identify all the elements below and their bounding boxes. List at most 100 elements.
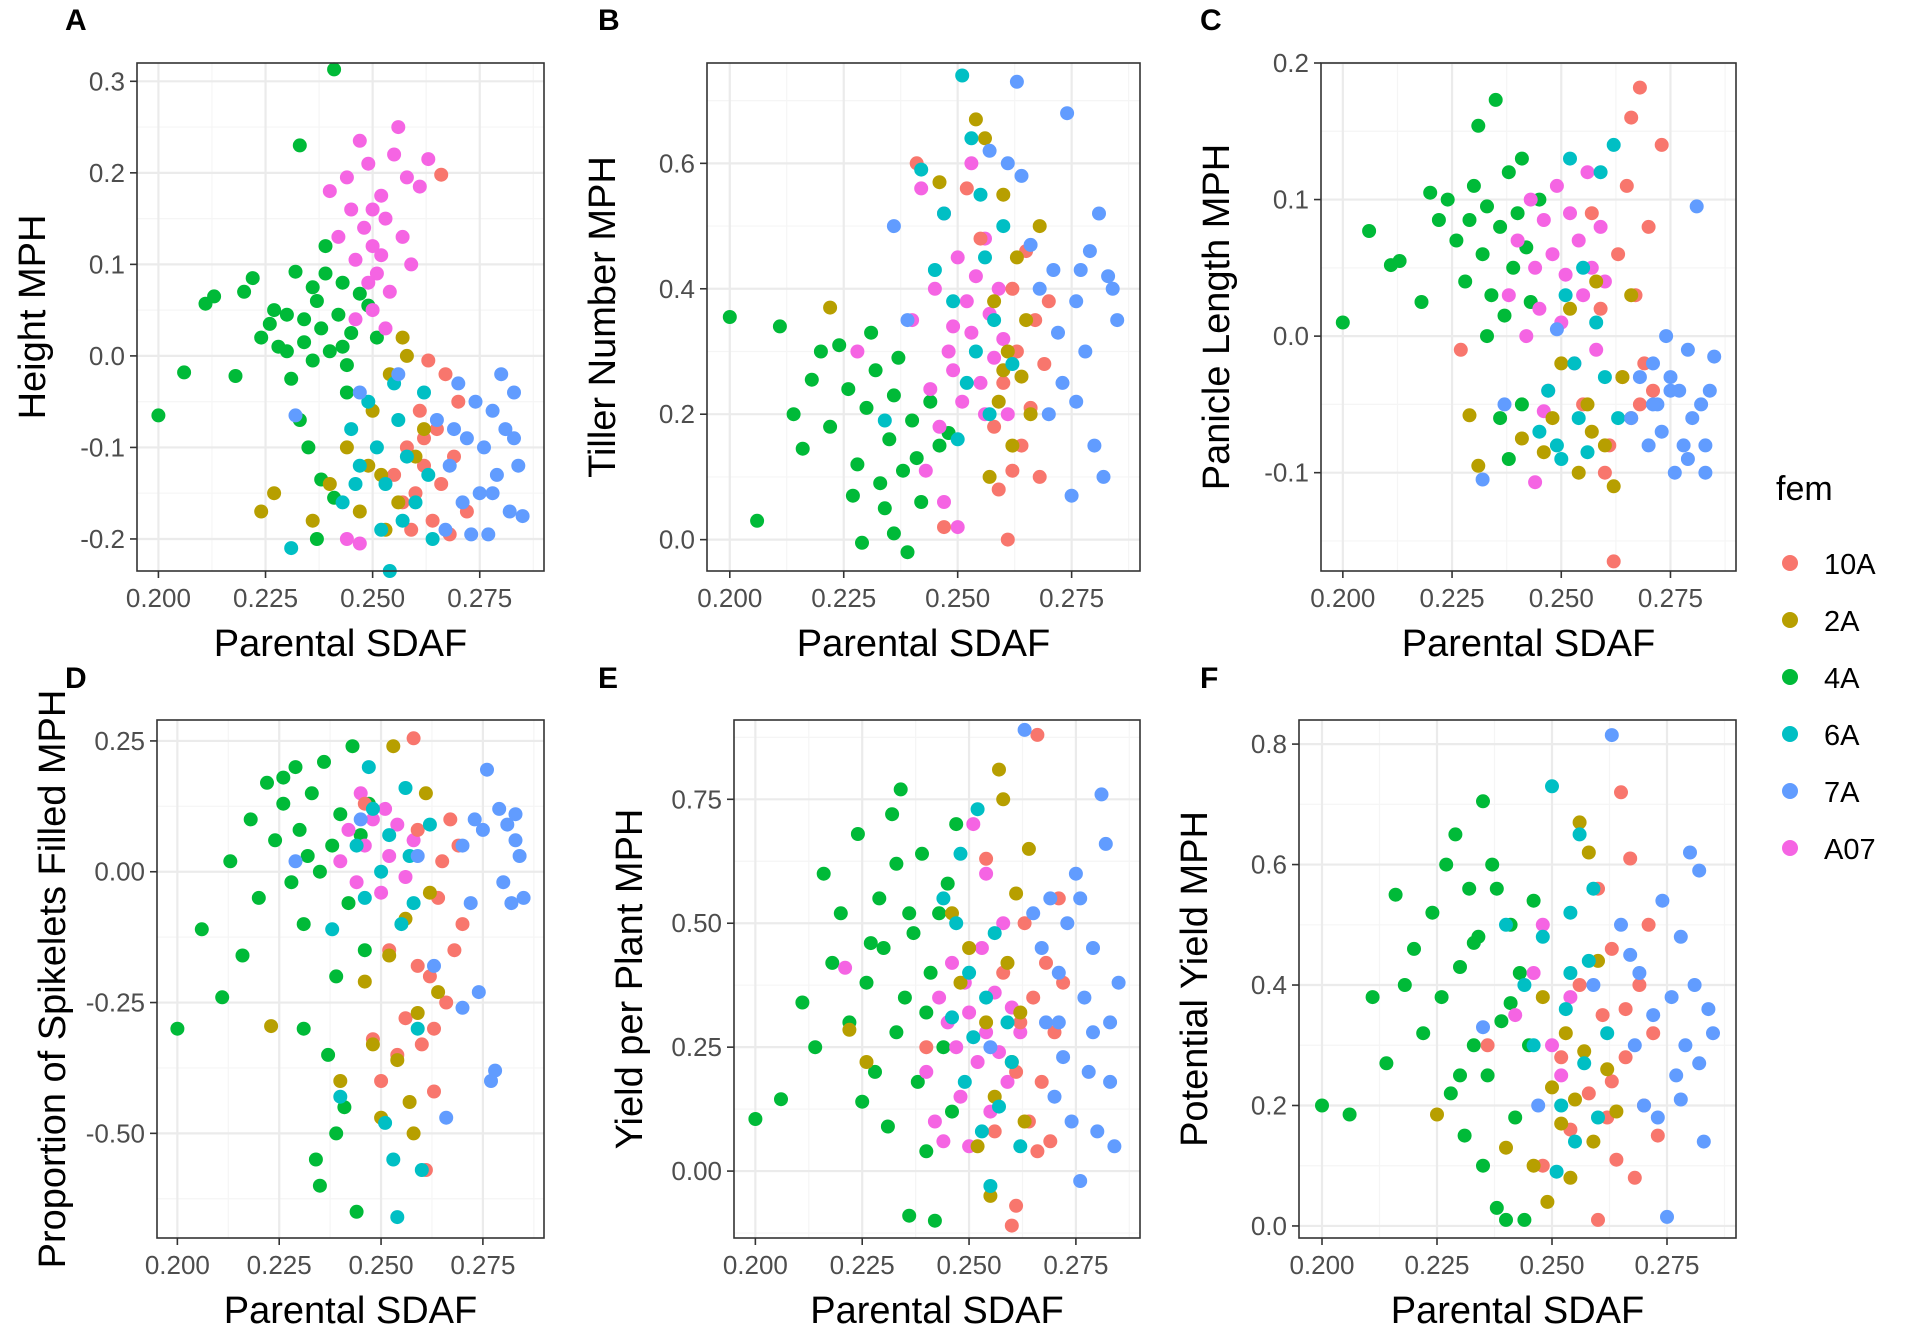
point-2a	[1563, 301, 1577, 316]
x-tick-label: 0.275	[450, 1250, 515, 1280]
panel-letter: C	[1200, 4, 1222, 37]
y-tick-label: -0.50	[86, 1118, 145, 1148]
x-tick-label: 0.275	[1043, 1250, 1108, 1280]
point-6a	[378, 1115, 393, 1130]
point-7a	[1086, 1025, 1100, 1040]
point-6a	[914, 162, 929, 177]
point-4a	[1443, 1086, 1458, 1101]
point-a07	[361, 275, 376, 290]
point-2a	[1545, 1080, 1559, 1095]
series-7a	[886, 74, 1125, 503]
point-4a	[1431, 213, 1446, 227]
point-a07	[348, 312, 363, 327]
point-7a	[1026, 906, 1041, 921]
point-4a	[816, 866, 831, 881]
point-6a	[1577, 1056, 1592, 1071]
point-a07	[333, 854, 348, 869]
points	[722, 68, 1125, 560]
point-6a	[417, 385, 431, 400]
point-10a	[1619, 178, 1634, 193]
point-4a	[1475, 247, 1490, 262]
point-4a	[305, 280, 320, 295]
series-7a	[288, 762, 531, 1125]
point-6a	[361, 760, 376, 775]
point-6a	[352, 458, 367, 473]
point-2a	[422, 885, 437, 900]
point-6a	[996, 219, 1011, 234]
point-7a	[496, 875, 511, 890]
point-10a	[1581, 1086, 1596, 1101]
point-7a	[1073, 891, 1088, 906]
point-4a	[1489, 1200, 1504, 1215]
point-7a	[1676, 438, 1691, 453]
point-7a	[1047, 1089, 1062, 1104]
series-a07	[838, 817, 1028, 1154]
point-7a	[515, 509, 530, 524]
point-4a	[1480, 199, 1494, 214]
point-4a	[1476, 1158, 1490, 1173]
point-4a	[880, 1119, 895, 1134]
point-4a	[886, 388, 901, 403]
point-6a	[964, 131, 979, 146]
point-2a	[1499, 1140, 1513, 1155]
y-axis-title: Height MPH	[12, 215, 54, 420]
point-7a	[1073, 1174, 1088, 1188]
y-tick-label: 0.00	[94, 857, 145, 887]
point-a07	[974, 941, 989, 955]
point-4a	[850, 457, 865, 472]
point-7a	[1103, 1074, 1118, 1089]
point-4a	[296, 917, 311, 932]
point-7a	[1087, 438, 1102, 453]
point-7a	[500, 817, 515, 832]
point-7a	[1667, 465, 1682, 480]
x-tick-label: 0.225	[811, 583, 876, 613]
point-6a	[1606, 137, 1621, 152]
point-a07	[962, 1005, 977, 1020]
point-a07	[365, 239, 380, 254]
point-7a	[1698, 438, 1713, 453]
point-7a	[507, 385, 521, 400]
point-a07	[1528, 475, 1543, 490]
point-4a	[902, 1208, 917, 1223]
point-10a	[1030, 1144, 1045, 1159]
point-7a	[489, 467, 504, 482]
x-tick-label: 0.200	[126, 583, 191, 613]
point-4a	[825, 955, 840, 970]
legend-item-a07: A07	[1782, 834, 1876, 866]
point-4a	[267, 303, 282, 318]
point-6a	[1591, 1110, 1605, 1125]
point-7a	[1694, 397, 1709, 412]
point-6a	[395, 513, 410, 528]
point-4a	[1480, 1068, 1495, 1083]
point-6a	[425, 532, 440, 546]
point-a07	[1545, 247, 1560, 262]
point-a07	[1532, 301, 1547, 316]
point-4a	[813, 344, 828, 359]
point-7a	[1101, 269, 1116, 284]
point-a07	[1549, 178, 1564, 193]
point-6a	[983, 1179, 998, 1193]
point-10a	[1572, 978, 1587, 992]
point-10a	[451, 394, 466, 409]
point-4a	[748, 1112, 763, 1126]
point-7a	[1659, 329, 1674, 344]
point-4a	[1526, 893, 1541, 908]
point-2a	[1597, 438, 1612, 453]
panel-e: 0.200 0.225 0.250 0.275 0.00 0.25 0.50 0.75 Pare…	[598, 662, 1141, 1324]
point-7a	[1111, 975, 1126, 990]
point-a07	[1545, 1038, 1559, 1053]
point-10a	[435, 854, 450, 869]
point-2a	[352, 504, 367, 519]
point-a07	[387, 147, 402, 162]
point-10a	[1646, 383, 1660, 398]
series-4a	[170, 739, 376, 1219]
point-6a	[1549, 438, 1564, 453]
x-tick-label: 0.250	[1529, 583, 1594, 613]
point-4a	[288, 264, 303, 279]
plot-background	[734, 720, 1140, 1238]
point-2a	[1471, 458, 1486, 473]
point-7a	[516, 890, 531, 905]
point-4a	[891, 350, 906, 365]
panel-c: 0.200 0.225 0.250 0.275 -0.1 0.0 0.1 0.2 Parenta…	[1196, 4, 1737, 665]
point-7a	[1673, 929, 1688, 944]
